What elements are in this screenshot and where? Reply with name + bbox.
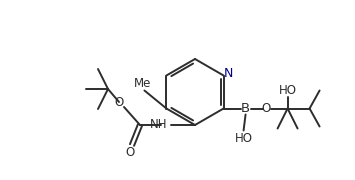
Text: N: N bbox=[224, 67, 233, 80]
Text: B: B bbox=[241, 102, 250, 115]
Text: O: O bbox=[125, 147, 135, 159]
Text: O: O bbox=[261, 102, 270, 115]
Text: Me: Me bbox=[134, 77, 151, 90]
Text: NH: NH bbox=[149, 118, 167, 132]
Text: HO: HO bbox=[235, 132, 252, 145]
Text: O: O bbox=[114, 96, 124, 109]
Text: HO: HO bbox=[279, 84, 296, 97]
